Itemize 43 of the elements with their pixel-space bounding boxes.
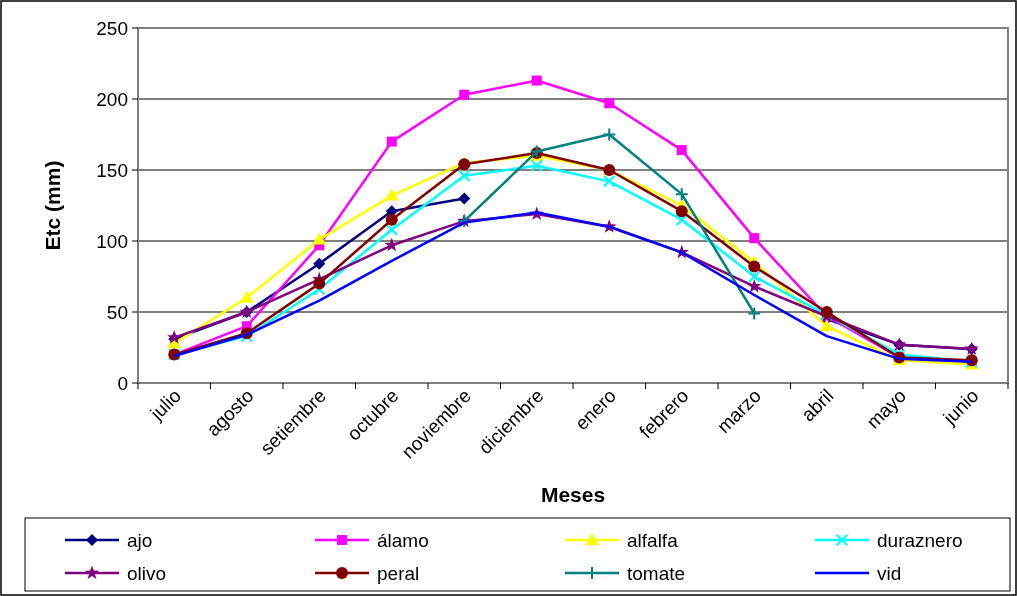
point <box>748 270 761 283</box>
y-tick-label: 200 <box>96 88 128 110</box>
legend-label: peral <box>377 562 420 584</box>
point <box>531 75 542 86</box>
point <box>530 159 543 172</box>
legend-label: duraznero <box>877 529 963 551</box>
point <box>747 306 762 321</box>
point <box>313 257 326 270</box>
y-axis-title: Etc (mm) <box>41 160 64 251</box>
point <box>748 260 761 273</box>
point <box>385 223 398 236</box>
y-tick-label: 250 <box>96 17 128 39</box>
point <box>239 290 254 303</box>
point <box>602 127 617 142</box>
legend-label: álamo <box>377 529 429 551</box>
point <box>749 233 760 244</box>
point <box>674 187 689 202</box>
point <box>747 278 762 293</box>
point <box>604 98 615 109</box>
point <box>313 277 326 290</box>
x-axis-title: Meses <box>540 483 606 506</box>
point <box>675 205 688 218</box>
y-tick-label: 100 <box>96 230 128 252</box>
legend-label: alfalfa <box>627 529 679 551</box>
y-tick-label: 0 <box>117 372 128 394</box>
point <box>603 175 616 188</box>
y-tick-label: 50 <box>106 301 128 323</box>
point <box>386 136 397 147</box>
point <box>676 145 687 156</box>
legend-label: tomate <box>627 562 686 584</box>
point <box>312 232 327 245</box>
legend-label: olivo <box>127 562 167 584</box>
x-tick-label: julio <box>145 384 186 425</box>
y-tick-label: 150 <box>96 159 128 181</box>
legend-label: ajo <box>127 529 153 551</box>
point <box>384 188 399 201</box>
point <box>384 237 399 252</box>
point <box>385 213 398 226</box>
point <box>459 89 470 100</box>
legend-label: vid <box>877 562 902 584</box>
point <box>819 319 834 332</box>
point <box>458 169 471 182</box>
point <box>458 192 471 205</box>
